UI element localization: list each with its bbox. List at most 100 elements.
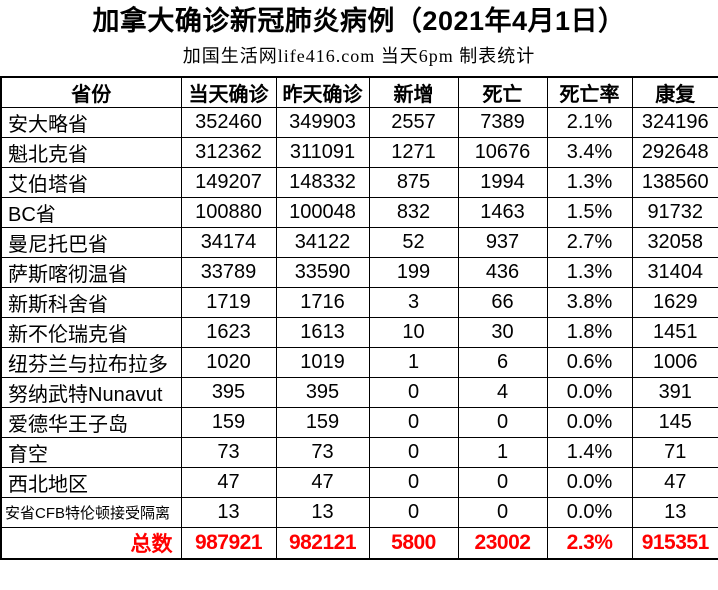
value-cell: 13 [180,497,277,528]
table-header: 省份 当天确诊 昨天确诊 新增 死亡 死亡率 康复 [0,76,718,108]
value-cell: 311091 [275,137,370,168]
value-cell: 47 [180,467,277,498]
value-cell: 73 [180,437,277,468]
value-cell: 0.0% [546,407,633,438]
value-cell: 31404 [631,257,718,288]
value-cell: 391 [631,377,718,408]
value-cell: 1716 [275,287,370,318]
value-cell: 0 [457,497,548,528]
table-row: 魁北克省 312362 311091 1271 10676 3.4% 292648 [0,137,718,168]
value-cell: 0 [368,377,459,408]
value-cell: 91732 [631,197,718,228]
value-cell: 1463 [457,197,548,228]
value-cell: 23002 [457,527,548,560]
value-cell: 6 [457,347,548,378]
value-cell: 47 [275,467,370,498]
value-cell: 395 [180,377,277,408]
page: { "title": "加拿大确诊新冠肺炎病例（2021年4月1日）", "su… [0,6,718,590]
value-cell: 5800 [368,527,459,560]
total-row: 总数 987921 982121 5800 23002 2.3% 915351 [0,527,718,560]
value-cell: 1613 [275,317,370,348]
value-cell: 33789 [180,257,277,288]
value-cell: 832 [368,197,459,228]
table-row: 西北地区 47 47 0 0 0.0% 47 [0,467,718,498]
value-cell: 66 [457,287,548,318]
table-header-row: 省份 当天确诊 昨天确诊 新增 死亡 死亡率 康复 [0,76,718,108]
value-cell: 0.0% [546,377,633,408]
table-row: 努纳武特Nunavut 395 395 0 4 0.0% 391 [0,377,718,408]
value-cell: 148332 [275,167,370,198]
table-row: 新斯科舍省 1719 1716 3 66 3.8% 1629 [0,287,718,318]
page-subtitle: 加国生活网life416.com 当天6pm 制表统计 [182,46,536,66]
table-row: BC省 100880 100048 832 1463 1.5% 91732 [0,197,718,228]
value-cell: 324196 [631,107,718,138]
province-cell: 安省CFB特伦顿接受隔离 [0,497,182,528]
value-cell: 0 [368,467,459,498]
value-cell: 3.4% [546,137,633,168]
value-cell: 915351 [631,527,718,560]
value-cell: 52 [368,227,459,258]
value-cell: 2.7% [546,227,633,258]
province-cell: 新不伦瑞克省 [0,317,182,348]
value-cell: 10 [368,317,459,348]
value-cell: 2.1% [546,107,633,138]
value-cell: 47 [631,467,718,498]
value-cell: 875 [368,167,459,198]
value-cell: 34174 [180,227,277,258]
value-cell: 0 [368,407,459,438]
value-cell: 13 [631,497,718,528]
table-row: 曼尼托巴省 34174 34122 52 937 2.7% 32058 [0,227,718,258]
value-cell: 0.0% [546,497,633,528]
value-cell: 10676 [457,137,548,168]
value-cell: 312362 [180,137,277,168]
province-cell: 魁北克省 [0,137,182,168]
value-cell: 982121 [275,527,370,560]
value-cell: 4 [457,377,548,408]
value-cell: 0 [368,497,459,528]
table-row: 萨斯喀彻温省 33789 33590 199 436 1.3% 31404 [0,257,718,288]
table-row: 育空 73 73 0 1 1.4% 71 [0,437,718,468]
value-cell: 30 [457,317,548,348]
value-cell: 292648 [631,137,718,168]
value-cell: 1.5% [546,197,633,228]
value-cell: 3 [368,287,459,318]
value-cell: 1719 [180,287,277,318]
value-cell: 1 [457,437,548,468]
province-cell: 纽芬兰与拉布拉多 [0,347,182,378]
value-cell: 13 [275,497,370,528]
value-cell: 2557 [368,107,459,138]
value-cell: 0 [368,437,459,468]
value-cell: 937 [457,227,548,258]
column-header: 死亡 [457,76,548,108]
value-cell: 3.8% [546,287,633,318]
value-cell: 7389 [457,107,548,138]
table-row: 爱德华王子岛 159 159 0 0 0.0% 145 [0,407,718,438]
value-cell: 1629 [631,287,718,318]
value-cell: 1006 [631,347,718,378]
province-cell: 努纳武特Nunavut [0,377,182,408]
page-title: 加拿大确诊新冠肺炎病例（2021年4月1日） [92,6,626,36]
value-cell: 1020 [180,347,277,378]
province-cell: 爱德华王子岛 [0,407,182,438]
value-cell: 1019 [275,347,370,378]
province-cell: 萨斯喀彻温省 [0,257,182,288]
province-cell: 新斯科舍省 [0,287,182,318]
value-cell: 145 [631,407,718,438]
value-cell: 1451 [631,317,718,348]
value-cell: 0 [457,467,548,498]
value-cell: 1.3% [546,257,633,288]
column-header: 昨天确诊 [275,76,370,108]
value-cell: 2.3% [546,527,633,560]
value-cell: 138560 [631,167,718,198]
value-cell: 352460 [180,107,277,138]
value-cell: 349903 [275,107,370,138]
column-header: 死亡率 [546,76,633,108]
table-row: 安大略省 352460 349903 2557 7389 2.1% 324196 [0,107,718,138]
province-cell: 育空 [0,437,182,468]
table-row: 纽芬兰与拉布拉多 1020 1019 1 6 0.6% 1006 [0,347,718,378]
province-cell: 总数 [0,527,182,560]
value-cell: 436 [457,257,548,288]
column-header: 康复 [631,76,718,108]
province-cell: BC省 [0,197,182,228]
value-cell: 73 [275,437,370,468]
